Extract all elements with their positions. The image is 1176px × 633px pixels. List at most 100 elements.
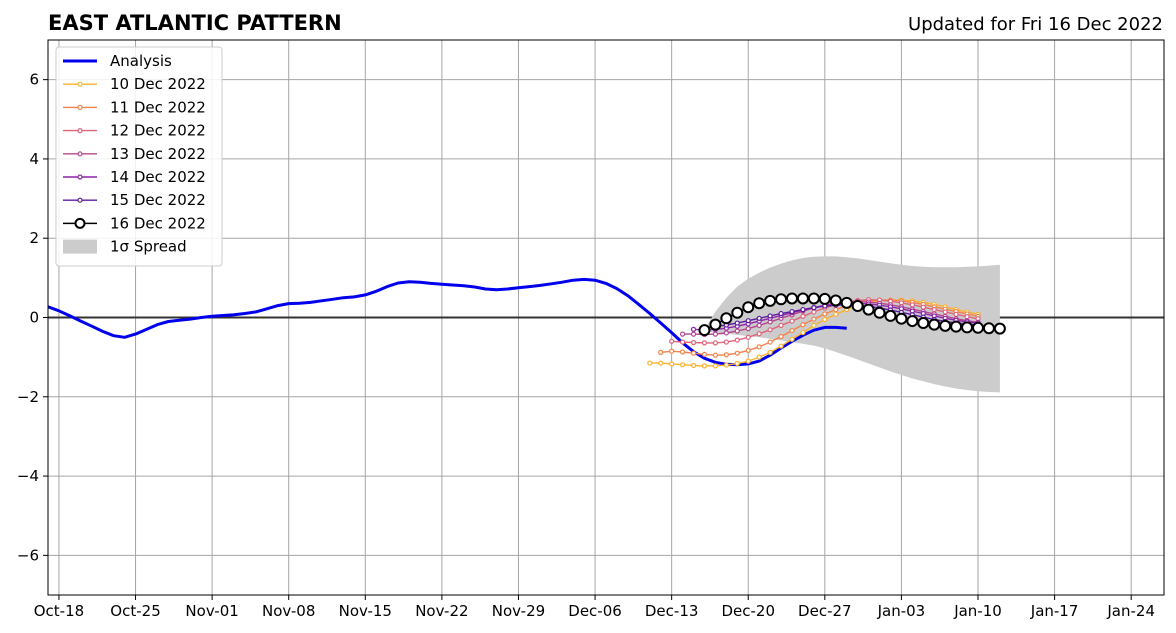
forecast-point: [756, 344, 762, 350]
forecast-point: [701, 351, 708, 357]
legend-label: 1σ Spread: [110, 238, 187, 256]
forecast-point: [767, 349, 773, 355]
forecast-point: [701, 340, 708, 346]
forecast-point: [884, 309, 897, 322]
legend-label: 15 Dec 2022: [110, 191, 206, 209]
forecast-point: [745, 347, 751, 354]
legend-swatch-marker: [77, 151, 83, 157]
forecast-point: [756, 354, 762, 360]
forecast-point: [690, 362, 697, 369]
forecast-point: [778, 333, 784, 340]
legend-item: 16 Dec 2022: [63, 214, 206, 232]
legend-label: 16 Dec 2022: [110, 214, 206, 232]
y-tick-label: −2: [17, 388, 39, 406]
forecast-point: [807, 292, 820, 305]
forecast-point: [789, 327, 795, 334]
forecast-point: [942, 309, 948, 315]
forecast-point: [669, 361, 675, 367]
forecast-point: [742, 301, 755, 314]
x-tick-label: Jan-17: [1030, 602, 1079, 620]
legend-swatch-marker: [77, 104, 83, 111]
forecast-point: [647, 360, 653, 366]
forecast-point: [734, 350, 740, 356]
forecast-point: [873, 306, 886, 319]
x-tick-label: Nov-29: [492, 602, 545, 620]
forecast-point: [822, 316, 828, 323]
forecast-point: [833, 306, 839, 313]
forecast-point: [906, 315, 919, 328]
forecast-point: [679, 362, 686, 368]
plot-area: 6 4 2 0 −2 −4 −6 Oct-18 Oct-25 Nov-01 Nov-08 Nov-15…: [17, 39, 1165, 620]
forecast-point: [669, 348, 675, 354]
forecast-point: [939, 319, 952, 332]
forecast-point: [928, 318, 941, 331]
forecast-point: [796, 292, 809, 305]
forecast-point: [764, 294, 777, 307]
forecast-point: [789, 308, 795, 315]
forecast-point: [679, 339, 686, 345]
forecast-point: [690, 339, 697, 346]
legend-swatch-spread: [63, 239, 97, 254]
legend-item: 14 Dec 2022: [63, 168, 206, 186]
forecast-point: [920, 304, 926, 310]
forecast-point: [811, 322, 817, 329]
x-tick-label: Jan-03: [877, 602, 926, 620]
forecast-point: [756, 331, 762, 337]
y-tick-label: 2: [29, 229, 39, 247]
y-tick-label: −4: [17, 467, 39, 485]
spread-band: [704, 256, 1000, 393]
forecast-point: [723, 362, 729, 368]
forecast-point: [745, 318, 751, 324]
forecast-point: [778, 322, 784, 329]
x-tick-label: Jan-24: [1106, 602, 1155, 620]
legend: Analysis 10 Dec 2022 11 Dec 2022 12 Dec 202…: [55, 46, 223, 267]
forecast-point: [709, 318, 722, 331]
forecast-point: [789, 318, 795, 324]
legend-item: 1σ Spread: [63, 238, 187, 256]
forecast-point: [800, 313, 806, 319]
forecast-point: [658, 360, 664, 366]
forecast-point: [833, 311, 839, 317]
legend-item: 10 Dec 2022: [63, 75, 206, 93]
forecast-point: [953, 311, 959, 317]
x-tick-label: Dec-13: [645, 602, 699, 620]
forecast-point: [950, 320, 963, 333]
y-tick-label: 4: [29, 150, 39, 168]
forecast-point: [734, 328, 740, 334]
legend-swatch-marker: [74, 217, 86, 229]
legend-box: [55, 46, 223, 267]
series-layer: [48, 256, 1006, 393]
forecast-point: [753, 297, 766, 310]
forecast-point: [993, 322, 1006, 335]
forecast-point: [734, 360, 740, 367]
forecast-point: [811, 316, 817, 322]
forecast-series: [669, 297, 981, 346]
forecast-point: [745, 358, 751, 364]
forecast-point: [767, 327, 773, 333]
forecast-point: [712, 331, 719, 337]
forecast-point: [917, 317, 930, 330]
legend-item: 12 Dec 2022: [63, 122, 206, 140]
forecast-point: [800, 329, 806, 336]
x-tick-label: Dec-06: [568, 602, 622, 620]
forecast-point: [712, 340, 719, 346]
x-tick-label: Nov-08: [262, 602, 315, 620]
x-tick-label: Dec-20: [721, 602, 775, 620]
forecast-point: [720, 312, 733, 325]
y-tick-label: 6: [29, 71, 39, 89]
forecast-point: [669, 338, 675, 344]
analysis-line: [48, 277, 847, 367]
forecast-point: [701, 363, 708, 369]
legend-swatch-marker: [77, 128, 83, 134]
forecast-point: [734, 337, 740, 343]
forecast-point: [822, 311, 828, 317]
forecast-point: [690, 331, 697, 337]
forecast-point: [698, 324, 711, 337]
x-tick-label: Oct-18: [34, 602, 84, 620]
legend-label: Analysis: [110, 52, 172, 70]
forecast-point: [679, 349, 686, 355]
forecast-point: [778, 343, 784, 349]
legend-label: 13 Dec 2022: [110, 145, 206, 163]
forecast-point: [731, 306, 744, 319]
forecast-point: [931, 306, 937, 313]
